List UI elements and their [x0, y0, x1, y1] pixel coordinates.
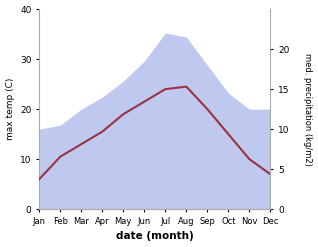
X-axis label: date (month): date (month): [116, 231, 194, 242]
Y-axis label: med. precipitation (kg/m2): med. precipitation (kg/m2): [303, 53, 313, 165]
Y-axis label: max temp (C): max temp (C): [5, 78, 15, 140]
